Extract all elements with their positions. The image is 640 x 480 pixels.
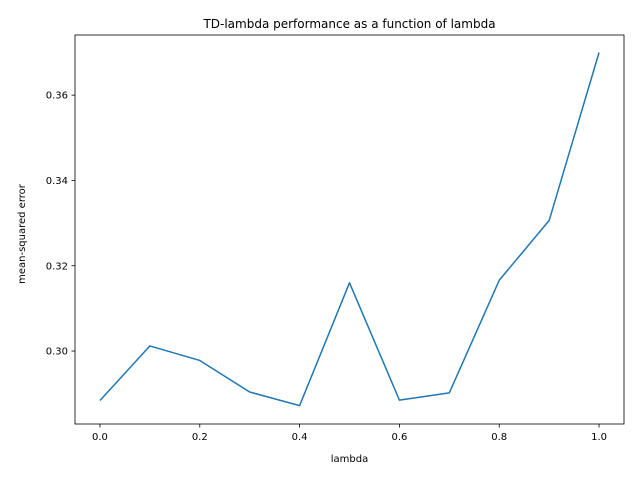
x-tick-label: 1.0 (591, 432, 607, 443)
y-tick-label: 0.36 (46, 91, 68, 102)
y-tick-label: 0.34 (46, 176, 68, 187)
x-tick-label: 0.8 (491, 432, 507, 443)
x-tick-label: 0.0 (92, 432, 108, 443)
x-axis: 0.0 0.2 0.4 0.6 0.8 1.0 (92, 424, 607, 443)
plot-area (99, 52, 600, 407)
axes-frame (74, 34, 625, 425)
x-tick-label: 0.6 (391, 432, 407, 443)
y-tick-label: 0.32 (46, 261, 68, 272)
y-tick-label: 0.30 (46, 347, 68, 358)
series-line (99, 52, 600, 407)
x-tick-label: 0.4 (292, 432, 308, 443)
y-axis: 0.30 0.32 0.34 0.36 (46, 91, 75, 358)
x-axis-label: lambda (331, 454, 368, 465)
x-tick-label: 0.2 (192, 432, 208, 443)
y-axis-label: mean-squared error (17, 183, 28, 284)
chart-title: TD-lambda performance as a function of l… (202, 17, 495, 31)
